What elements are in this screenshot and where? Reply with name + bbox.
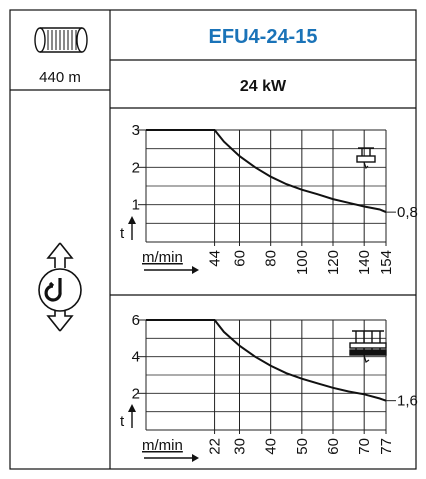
- capacity-curve: [146, 320, 386, 401]
- x-tick-label: 100: [294, 250, 311, 275]
- x-tick-label: 77: [378, 438, 395, 455]
- chart-bottom: 22 30 40 50 60 70 77 2 4 6 1,6 m/min t: [120, 312, 418, 462]
- x-tick-label: 44: [207, 250, 224, 267]
- y-axis-label: t: [120, 225, 125, 242]
- x-tick-label: 60: [232, 250, 249, 267]
- y-axis-arrowhead: [128, 216, 136, 224]
- capacity-curve: [146, 130, 386, 212]
- x-tick-label: 80: [263, 250, 280, 267]
- x-tick-label: 30: [232, 438, 249, 455]
- x-tick-label: 40: [263, 438, 280, 455]
- x-tick-label: 22: [207, 438, 224, 455]
- x-tick-label: 70: [356, 438, 373, 455]
- double-trolley-icon: [350, 331, 386, 362]
- y-tick-label: 4: [132, 349, 140, 366]
- x-axis-arrowhead: [192, 454, 199, 462]
- y-tick-label: 3: [132, 122, 140, 139]
- hook-updown-icon: [39, 243, 81, 331]
- y-axis-label: t: [120, 413, 125, 430]
- chart-top: 44 60 80 100 120 140 154 1 2 3 0,8 m/min t: [120, 122, 418, 275]
- model-title: EFU4-24-15: [209, 26, 318, 48]
- rope-drum-icon: [35, 28, 87, 52]
- x-axis-arrowhead: [192, 266, 199, 274]
- x-tick-label: 120: [325, 250, 342, 275]
- x-axis-label: m/min: [142, 437, 183, 454]
- x-axis-label: m/min: [142, 249, 183, 266]
- end-value-label: 1,6: [397, 393, 418, 410]
- single-trolley-icon: [357, 148, 375, 168]
- power-rating: 24 kW: [240, 78, 287, 95]
- y-tick-label: 2: [132, 159, 140, 176]
- rope-length: 440 m: [39, 69, 81, 86]
- x-tick-label: 154: [378, 250, 395, 275]
- end-value-label: 0,8: [397, 204, 418, 221]
- y-tick-label: 6: [132, 312, 140, 329]
- x-tick-label: 50: [294, 438, 311, 455]
- x-tick-label: 140: [356, 250, 373, 275]
- y-tick-label: 1: [132, 197, 140, 214]
- y-tick-label: 2: [132, 385, 140, 402]
- y-axis-arrowhead: [128, 404, 136, 412]
- x-tick-label: 60: [325, 438, 342, 455]
